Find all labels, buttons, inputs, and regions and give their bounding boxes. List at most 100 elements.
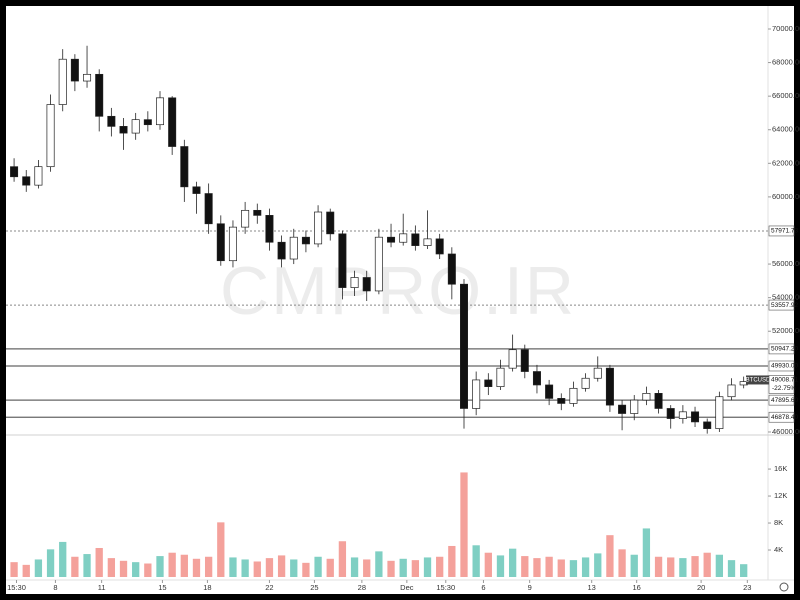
volume-bar: [83, 554, 91, 577]
candle-body: [532, 371, 541, 386]
candle-body: [301, 236, 310, 245]
candle-body: [387, 236, 396, 243]
level-label-box: [768, 360, 795, 372]
x-tick-label: 11: [98, 583, 106, 592]
volume-bar: [448, 545, 456, 577]
candle-body: [460, 283, 468, 409]
candle-body: [119, 126, 128, 134]
watermark: CMPRO.IR: [220, 253, 576, 329]
x-tick-label: 22: [265, 583, 273, 592]
candle-body: [216, 223, 225, 262]
level-label-box: [768, 299, 795, 311]
x-tick-label: Dec: [400, 583, 414, 592]
volume-bar: [484, 552, 492, 577]
volume-bar: [521, 556, 529, 577]
x-tick-label: 18: [203, 583, 211, 592]
candle-body: [593, 367, 602, 379]
candle-body: [180, 146, 189, 188]
candle-body: [423, 238, 432, 246]
volume-bar: [10, 562, 18, 577]
candle-body: [654, 393, 663, 409]
y-tick-label: 70000.00: [772, 24, 800, 33]
candle-body: [34, 166, 43, 186]
level-label: 50947.20: [771, 346, 798, 353]
volume-bar: [594, 553, 602, 577]
level-label: 57971.73: [771, 228, 798, 235]
level-label: 47895.60: [771, 397, 798, 404]
volume-bar: [132, 562, 140, 577]
y-tick-label: 60000.00: [772, 192, 800, 201]
candle-body: [70, 58, 79, 82]
volume-bar: [180, 554, 188, 577]
volume-bar: [229, 557, 237, 577]
volume-bar: [217, 522, 225, 577]
x-tick-label: 8: [53, 583, 57, 592]
candle-body: [241, 209, 250, 228]
volume-bar: [338, 541, 347, 577]
volume-bar: [253, 561, 261, 577]
last-price-change: -22.75%: [772, 385, 796, 392]
settings-icon[interactable]: [779, 582, 789, 592]
candle-body: [22, 176, 31, 186]
volume-bar: [679, 558, 687, 577]
volume-bar: [95, 547, 103, 577]
x-tick-label: 20: [697, 583, 705, 592]
volume-bar: [326, 558, 334, 577]
candle-body: [678, 411, 687, 419]
chart-background: [6, 6, 794, 594]
volume-tick-label: 12K: [774, 491, 787, 500]
level-label: 46878.40: [771, 414, 798, 421]
candle-body: [727, 384, 736, 398]
candle-body: [399, 233, 408, 243]
last-price-value: 49008.71: [771, 377, 798, 384]
candle-body: [95, 73, 104, 117]
volume-bar: [375, 551, 383, 577]
y-tick-label: 66000.00: [772, 91, 800, 100]
y-tick-label: 56000.00: [772, 259, 800, 268]
candle-body: [265, 215, 274, 243]
volume-bar: [423, 557, 432, 577]
volume-tick-label: 16K: [774, 464, 787, 473]
candle-body: [569, 387, 578, 404]
volume-bar: [350, 557, 359, 577]
x-tick-label: 9: [528, 583, 532, 592]
volume-bar: [22, 564, 30, 577]
last-price-value-box: [768, 375, 795, 394]
x-tick-label: 13: [588, 583, 596, 592]
volume-bar: [277, 555, 286, 577]
candle-body: [642, 393, 651, 401]
candle-body: [46, 104, 55, 168]
volume-bar: [436, 556, 444, 577]
volume-bar: [715, 554, 724, 577]
candle-body: [83, 73, 92, 82]
y-tick-label: 62000.00: [772, 158, 800, 167]
candle-body: [192, 186, 201, 194]
last-price-symbol: BTCUSD: [746, 378, 771, 384]
level-label: 53557.92: [771, 302, 798, 309]
volume-bar: [156, 556, 164, 577]
candle-body: [228, 226, 237, 262]
x-tick-label: 6: [481, 583, 485, 592]
level-label-box: [768, 411, 795, 423]
candle-body: [472, 379, 481, 409]
volume-bar: [144, 563, 152, 577]
volume-bar: [654, 556, 663, 577]
candle-body: [447, 253, 456, 285]
volume-bar: [545, 556, 553, 577]
volume-bar: [569, 560, 578, 577]
volume-bar: [533, 558, 541, 577]
volume-bar: [168, 552, 176, 577]
x-tick-label: 15:30: [7, 583, 26, 592]
y-tick-label: 54000.00: [772, 293, 800, 302]
candle-body: [10, 166, 19, 178]
volume-tick-label: 8K: [774, 518, 783, 527]
candle-body: [168, 97, 177, 147]
candle-body: [666, 408, 675, 419]
candle-body: [253, 209, 262, 216]
volume-bar: [606, 535, 614, 577]
volume-bar: [496, 555, 505, 577]
level-label: 49930.00: [771, 363, 798, 370]
candle-body: [605, 367, 614, 406]
volume-bar: [667, 557, 675, 577]
